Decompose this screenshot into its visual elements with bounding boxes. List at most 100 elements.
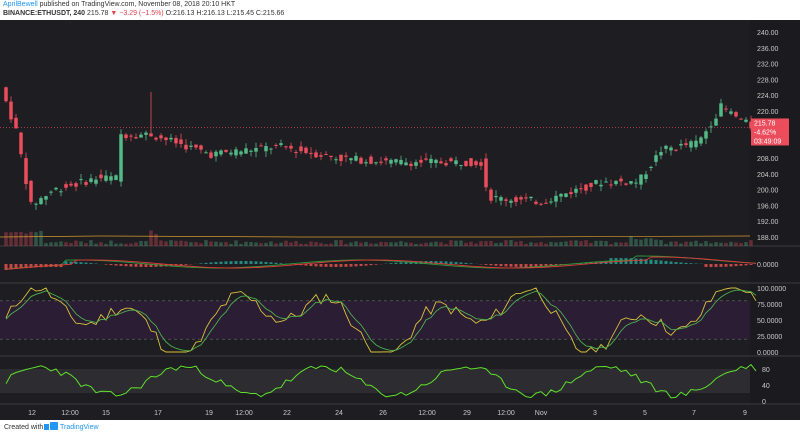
- volume-bar: [449, 240, 453, 246]
- macd-histogram-bar: [509, 264, 513, 267]
- macd-histogram-bar: [464, 262, 468, 264]
- macd-histogram-bar: [24, 264, 28, 269]
- macd-histogram-bar: [649, 259, 653, 264]
- candle-body: [89, 178, 93, 182]
- candle-body: [549, 201, 553, 203]
- volume-bar: [424, 242, 428, 246]
- tradingview-link[interactable]: TradingView: [60, 424, 99, 431]
- price-tick-label: 240.00: [757, 30, 779, 37]
- candle-body: [524, 197, 528, 199]
- volume-bar: [309, 241, 313, 246]
- author-link[interactable]: AprilBewell: [3, 1, 38, 8]
- macd-histogram-bar: [264, 261, 268, 264]
- candle-body: [599, 184, 603, 187]
- macd-histogram-bar: [629, 258, 633, 264]
- volume-bar: [349, 242, 353, 246]
- candle-body: [479, 162, 483, 166]
- candle-body: [299, 146, 303, 152]
- candle-body: [209, 152, 213, 158]
- macd-histogram-bar: [374, 264, 378, 265]
- volume-bar: [369, 243, 373, 246]
- volume-bar: [579, 241, 583, 246]
- price-tick-label: 196.00: [757, 203, 779, 210]
- volume-bar: [44, 243, 48, 246]
- tradingview-logo-icon: [44, 422, 58, 434]
- candle-body: [694, 140, 698, 148]
- chart-canvas[interactable]: 240.00236.00232.00228.00224.00220.00216.…: [0, 20, 800, 420]
- volume-bar: [264, 242, 268, 246]
- candle-body: [139, 134, 143, 138]
- volume-bar: [464, 242, 468, 246]
- volume-bar: [664, 243, 668, 246]
- stoch-band: [0, 300, 750, 340]
- candle-body: [554, 195, 558, 202]
- candle-body: [709, 126, 713, 128]
- macd-histogram-bar: [534, 264, 538, 267]
- candle-body: [74, 183, 78, 187]
- volume-bar: [624, 242, 628, 246]
- volume-bar: [444, 243, 448, 246]
- macd-histogram-bar: [144, 264, 148, 267]
- volume-bar: [434, 241, 438, 246]
- volume-bar: [604, 241, 608, 246]
- candle-body: [484, 158, 488, 188]
- volume-bar: [354, 241, 358, 246]
- volume-bar: [109, 240, 113, 246]
- volume-bar: [324, 243, 328, 246]
- candle-body: [214, 151, 218, 157]
- volume-bar: [169, 240, 173, 246]
- macd-histogram-bar: [324, 264, 328, 267]
- volume-bar: [24, 233, 28, 246]
- candle-body: [274, 144, 278, 146]
- candle-body: [49, 191, 53, 193]
- macd-histogram-bar: [154, 264, 158, 267]
- volume-bar: [154, 233, 158, 246]
- candle-body: [704, 131, 708, 139]
- symbol-name[interactable]: BINANCE:ETHUSDT, 240: [3, 10, 86, 17]
- candle-body: [369, 156, 373, 164]
- candle-body: [404, 162, 408, 166]
- macd-histogram-bar: [209, 262, 213, 264]
- rsi-band: [0, 369, 750, 393]
- volume-bar: [709, 243, 713, 246]
- volume-bar: [384, 242, 388, 246]
- macd-histogram-bar: [149, 264, 153, 267]
- candle-body: [424, 158, 428, 160]
- candle-body: [449, 158, 453, 162]
- volume-bar: [519, 240, 523, 246]
- candle-body: [364, 162, 368, 164]
- volume-bar: [639, 239, 643, 246]
- volume-bar: [419, 243, 423, 246]
- candle-body: [409, 163, 413, 167]
- volume-bar: [334, 240, 338, 246]
- candle-body: [314, 152, 318, 158]
- volume-bar: [289, 242, 293, 246]
- volume-bar: [199, 243, 203, 246]
- volume-bar: [244, 241, 248, 246]
- macd-histogram-bar: [89, 263, 93, 264]
- macd-histogram-bar: [244, 261, 248, 264]
- candle-body: [119, 134, 123, 182]
- macd-histogram-bar: [524, 264, 528, 267]
- volume-bar: [509, 240, 513, 246]
- macd-histogram-bar: [734, 264, 738, 267]
- volume-bar: [224, 242, 228, 246]
- candle-body: [664, 145, 668, 149]
- macd-histogram-bar: [334, 264, 338, 267]
- macd-histogram-bar: [739, 264, 743, 266]
- price-tick-label: 208.00: [757, 156, 779, 163]
- candle-body: [269, 148, 273, 150]
- volume-bar: [379, 241, 383, 246]
- candle-body: [529, 196, 533, 199]
- candle-body: [4, 87, 8, 102]
- volume-bar: [94, 243, 98, 246]
- macd-histogram-bar: [544, 264, 548, 267]
- volume-bar: [674, 241, 678, 246]
- candle-body: [189, 145, 193, 147]
- candle-body: [199, 145, 203, 150]
- volume-bar: [129, 243, 133, 246]
- volume-bar: [504, 240, 508, 246]
- volume-bar: [614, 242, 618, 246]
- volume-bar: [454, 240, 458, 246]
- time-tick-label: 12:00: [61, 410, 79, 417]
